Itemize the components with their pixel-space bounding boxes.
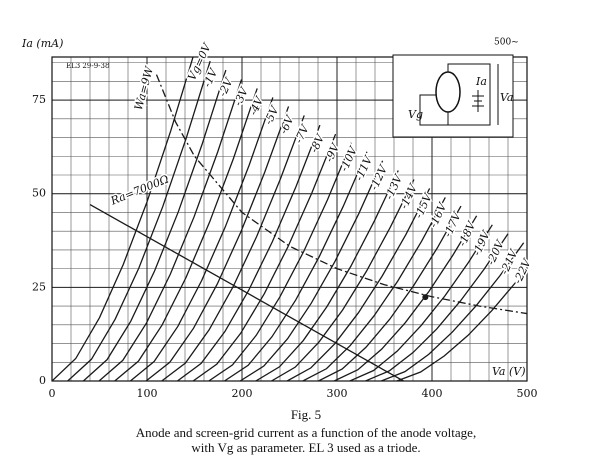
inset-label: Ia [475,75,487,88]
curve [302,197,446,381]
curve [129,97,274,381]
curve [224,151,368,381]
curve-label: -5V [262,103,282,126]
curve [52,57,194,381]
curve [286,188,431,381]
x-tick-label: 0 [49,387,56,400]
curve-label: -9V [323,141,343,164]
y-tick-label: 0 [39,374,46,387]
curve [349,224,493,381]
curve [192,133,337,381]
load-line-label: Ra=7000Ω [108,173,171,208]
curve [333,215,478,381]
x-tick-label: 200 [232,387,253,400]
x-tick-label: 400 [422,387,443,400]
power-limit-label: Wa=9W [132,64,156,112]
curve [318,205,462,381]
inset-label: Vg [408,108,423,121]
caption-line: Anode and screen-grid current as a funct… [136,425,476,440]
curve [114,88,258,381]
y-tick-label: 25 [32,280,46,293]
curve-label: -3V [231,85,251,108]
inset-diagram: Vg Ia Va [392,54,514,138]
curve [82,69,227,381]
inset-box [392,54,514,138]
curve [271,179,415,381]
load-line [89,204,404,381]
y-tick-label: 75 [32,93,46,106]
curve [208,142,352,381]
y-tick-label: 50 [32,187,46,200]
y-axis-label: Ia (mA) [21,37,63,50]
curve-label: -4V [247,94,267,117]
curve-label: -7V [292,122,312,145]
plot-area [52,57,527,381]
curve [365,233,509,381]
operating-point [422,294,429,301]
caption-line: with Vg as parameter. EL 3 used as a tri… [191,440,420,455]
curve [380,242,525,381]
x-tick-label: 500 [517,387,538,400]
circuit-wire [419,63,499,126]
curve [67,60,211,381]
stamp: EL3 29-9-38 [66,62,109,70]
x-tick-label: 100 [137,387,158,400]
curve [255,170,399,381]
curve-label: -2V [216,75,236,98]
curve-label: -8V [307,131,327,154]
curve [239,160,384,381]
x-tick-label: 300 [327,387,348,400]
plot-frame [51,56,528,382]
curve [98,79,243,381]
corner-note: 500~ [494,38,519,48]
x-axis-label: Va (V) [492,365,526,378]
curve [177,124,321,381]
curve [396,282,517,381]
caption-title: Fig. 5 [291,407,321,422]
inset-label: Va [500,91,514,104]
curve [161,115,305,381]
curve [145,106,290,381]
power-limit-curve [155,74,527,315]
curve-label: -1V [201,66,221,89]
